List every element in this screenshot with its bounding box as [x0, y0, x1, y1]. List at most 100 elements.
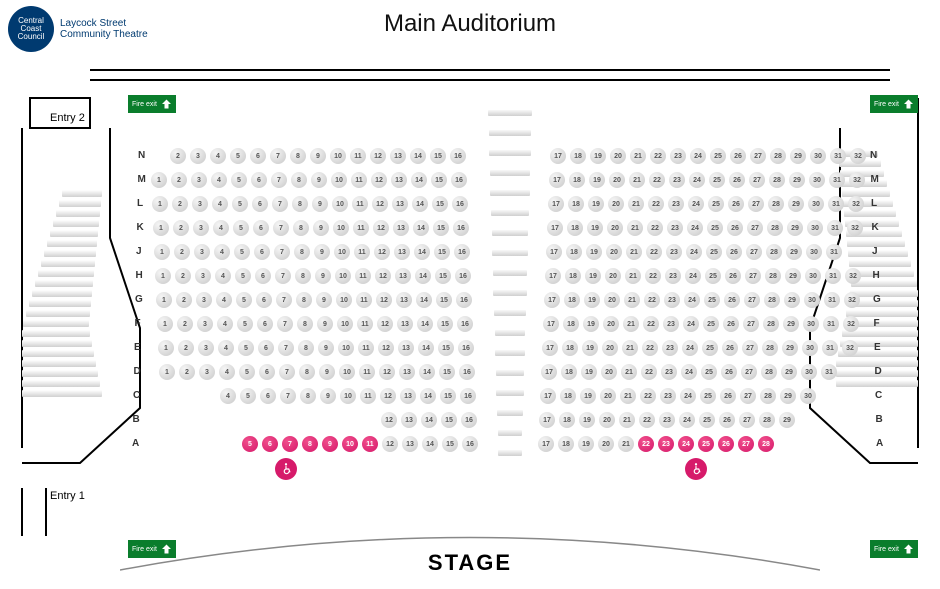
- seat-N-30[interactable]: 30: [810, 148, 826, 164]
- seat-A-11[interactable]: 11: [362, 436, 378, 452]
- seat-D-14[interactable]: 14: [419, 364, 435, 380]
- seat-J-10[interactable]: 10: [334, 244, 350, 260]
- seat-N-20[interactable]: 20: [610, 148, 626, 164]
- seat-H-11[interactable]: 11: [355, 268, 371, 284]
- seat-C-25[interactable]: 25: [700, 388, 716, 404]
- seat-C-27[interactable]: 27: [740, 388, 756, 404]
- seat-H-27[interactable]: 27: [745, 268, 761, 284]
- seat-N-24[interactable]: 24: [690, 148, 706, 164]
- seat-H-29[interactable]: 29: [785, 268, 801, 284]
- seat-B-17[interactable]: 17: [539, 412, 555, 428]
- seat-H-21[interactable]: 21: [625, 268, 641, 284]
- seat-G-18[interactable]: 18: [564, 292, 580, 308]
- seat-F-30[interactable]: 30: [803, 316, 819, 332]
- seat-N-26[interactable]: 26: [730, 148, 746, 164]
- seat-G-17[interactable]: 17: [544, 292, 560, 308]
- seat-B-27[interactable]: 27: [739, 412, 755, 428]
- seat-B-13[interactable]: 13: [401, 412, 417, 428]
- seat-G-5[interactable]: 5: [236, 292, 252, 308]
- seat-K-27[interactable]: 27: [747, 220, 763, 236]
- seat-G-13[interactable]: 13: [396, 292, 412, 308]
- seat-F-16[interactable]: 16: [457, 316, 473, 332]
- seat-E-22[interactable]: 22: [642, 340, 658, 356]
- seat-L-24[interactable]: 24: [688, 196, 704, 212]
- seat-B-15[interactable]: 15: [441, 412, 457, 428]
- seat-L-29[interactable]: 29: [788, 196, 804, 212]
- seat-M-1[interactable]: 1: [151, 172, 167, 188]
- seat-D-1[interactable]: 1: [159, 364, 175, 380]
- seat-K-1[interactable]: 1: [153, 220, 169, 236]
- seat-A-9[interactable]: 9: [322, 436, 338, 452]
- seat-N-18[interactable]: 18: [570, 148, 586, 164]
- seat-H-13[interactable]: 13: [395, 268, 411, 284]
- seat-G-3[interactable]: 3: [196, 292, 212, 308]
- seat-N-12[interactable]: 12: [370, 148, 386, 164]
- seat-D-5[interactable]: 5: [239, 364, 255, 380]
- seat-M-22[interactable]: 22: [649, 172, 665, 188]
- seat-L-14[interactable]: 14: [412, 196, 428, 212]
- seat-K-20[interactable]: 20: [607, 220, 623, 236]
- seat-K-10[interactable]: 10: [333, 220, 349, 236]
- seat-H-6[interactable]: 6: [255, 268, 271, 284]
- seat-K-7[interactable]: 7: [273, 220, 289, 236]
- seat-L-12[interactable]: 12: [372, 196, 388, 212]
- seat-A-16[interactable]: 16: [462, 436, 478, 452]
- seat-J-23[interactable]: 23: [666, 244, 682, 260]
- seat-N-32[interactable]: 32: [850, 148, 866, 164]
- seat-F-31[interactable]: 31: [823, 316, 839, 332]
- seat-L-6[interactable]: 6: [252, 196, 268, 212]
- seat-F-20[interactable]: 20: [603, 316, 619, 332]
- seat-L-31[interactable]: 31: [828, 196, 844, 212]
- seat-J-18[interactable]: 18: [566, 244, 582, 260]
- seat-D-19[interactable]: 19: [581, 364, 597, 380]
- seat-L-11[interactable]: 11: [352, 196, 368, 212]
- seat-L-25[interactable]: 25: [708, 196, 724, 212]
- seat-J-25[interactable]: 25: [706, 244, 722, 260]
- seat-H-18[interactable]: 18: [565, 268, 581, 284]
- seat-D-17[interactable]: 17: [541, 364, 557, 380]
- seat-L-26[interactable]: 26: [728, 196, 744, 212]
- seat-J-1[interactable]: 1: [154, 244, 170, 260]
- seat-N-29[interactable]: 29: [790, 148, 806, 164]
- seat-C-4[interactable]: 4: [220, 388, 236, 404]
- seat-M-26[interactable]: 26: [729, 172, 745, 188]
- seat-G-25[interactable]: 25: [704, 292, 720, 308]
- seat-G-6[interactable]: 6: [256, 292, 272, 308]
- seat-H-12[interactable]: 12: [375, 268, 391, 284]
- seat-J-6[interactable]: 6: [254, 244, 270, 260]
- seat-H-32[interactable]: 32: [845, 268, 861, 284]
- seat-E-30[interactable]: 30: [802, 340, 818, 356]
- seat-L-18[interactable]: 18: [568, 196, 584, 212]
- seat-G-15[interactable]: 15: [436, 292, 452, 308]
- seat-C-10[interactable]: 10: [340, 388, 356, 404]
- seat-G-21[interactable]: 21: [624, 292, 640, 308]
- seat-K-11[interactable]: 11: [353, 220, 369, 236]
- seat-K-19[interactable]: 19: [587, 220, 603, 236]
- seat-F-9[interactable]: 9: [317, 316, 333, 332]
- seat-G-7[interactable]: 7: [276, 292, 292, 308]
- seat-K-5[interactable]: 5: [233, 220, 249, 236]
- seat-D-24[interactable]: 24: [681, 364, 697, 380]
- seat-C-24[interactable]: 24: [680, 388, 696, 404]
- seat-H-2[interactable]: 2: [175, 268, 191, 284]
- seat-B-28[interactable]: 28: [759, 412, 775, 428]
- seat-L-15[interactable]: 15: [432, 196, 448, 212]
- seat-N-22[interactable]: 22: [650, 148, 666, 164]
- seat-N-31[interactable]: 31: [830, 148, 846, 164]
- seat-G-4[interactable]: 4: [216, 292, 232, 308]
- seat-H-30[interactable]: 30: [805, 268, 821, 284]
- seat-E-16[interactable]: 16: [458, 340, 474, 356]
- seat-G-28[interactable]: 28: [764, 292, 780, 308]
- seat-D-26[interactable]: 26: [721, 364, 737, 380]
- seat-B-14[interactable]: 14: [421, 412, 437, 428]
- seat-L-32[interactable]: 32: [848, 196, 864, 212]
- seat-K-3[interactable]: 3: [193, 220, 209, 236]
- seat-C-7[interactable]: 7: [280, 388, 296, 404]
- seat-K-31[interactable]: 31: [827, 220, 843, 236]
- seat-C-15[interactable]: 15: [440, 388, 456, 404]
- seat-E-12[interactable]: 12: [378, 340, 394, 356]
- seat-M-16[interactable]: 16: [451, 172, 467, 188]
- seat-K-9[interactable]: 9: [313, 220, 329, 236]
- seat-B-23[interactable]: 23: [659, 412, 675, 428]
- seat-E-23[interactable]: 23: [662, 340, 678, 356]
